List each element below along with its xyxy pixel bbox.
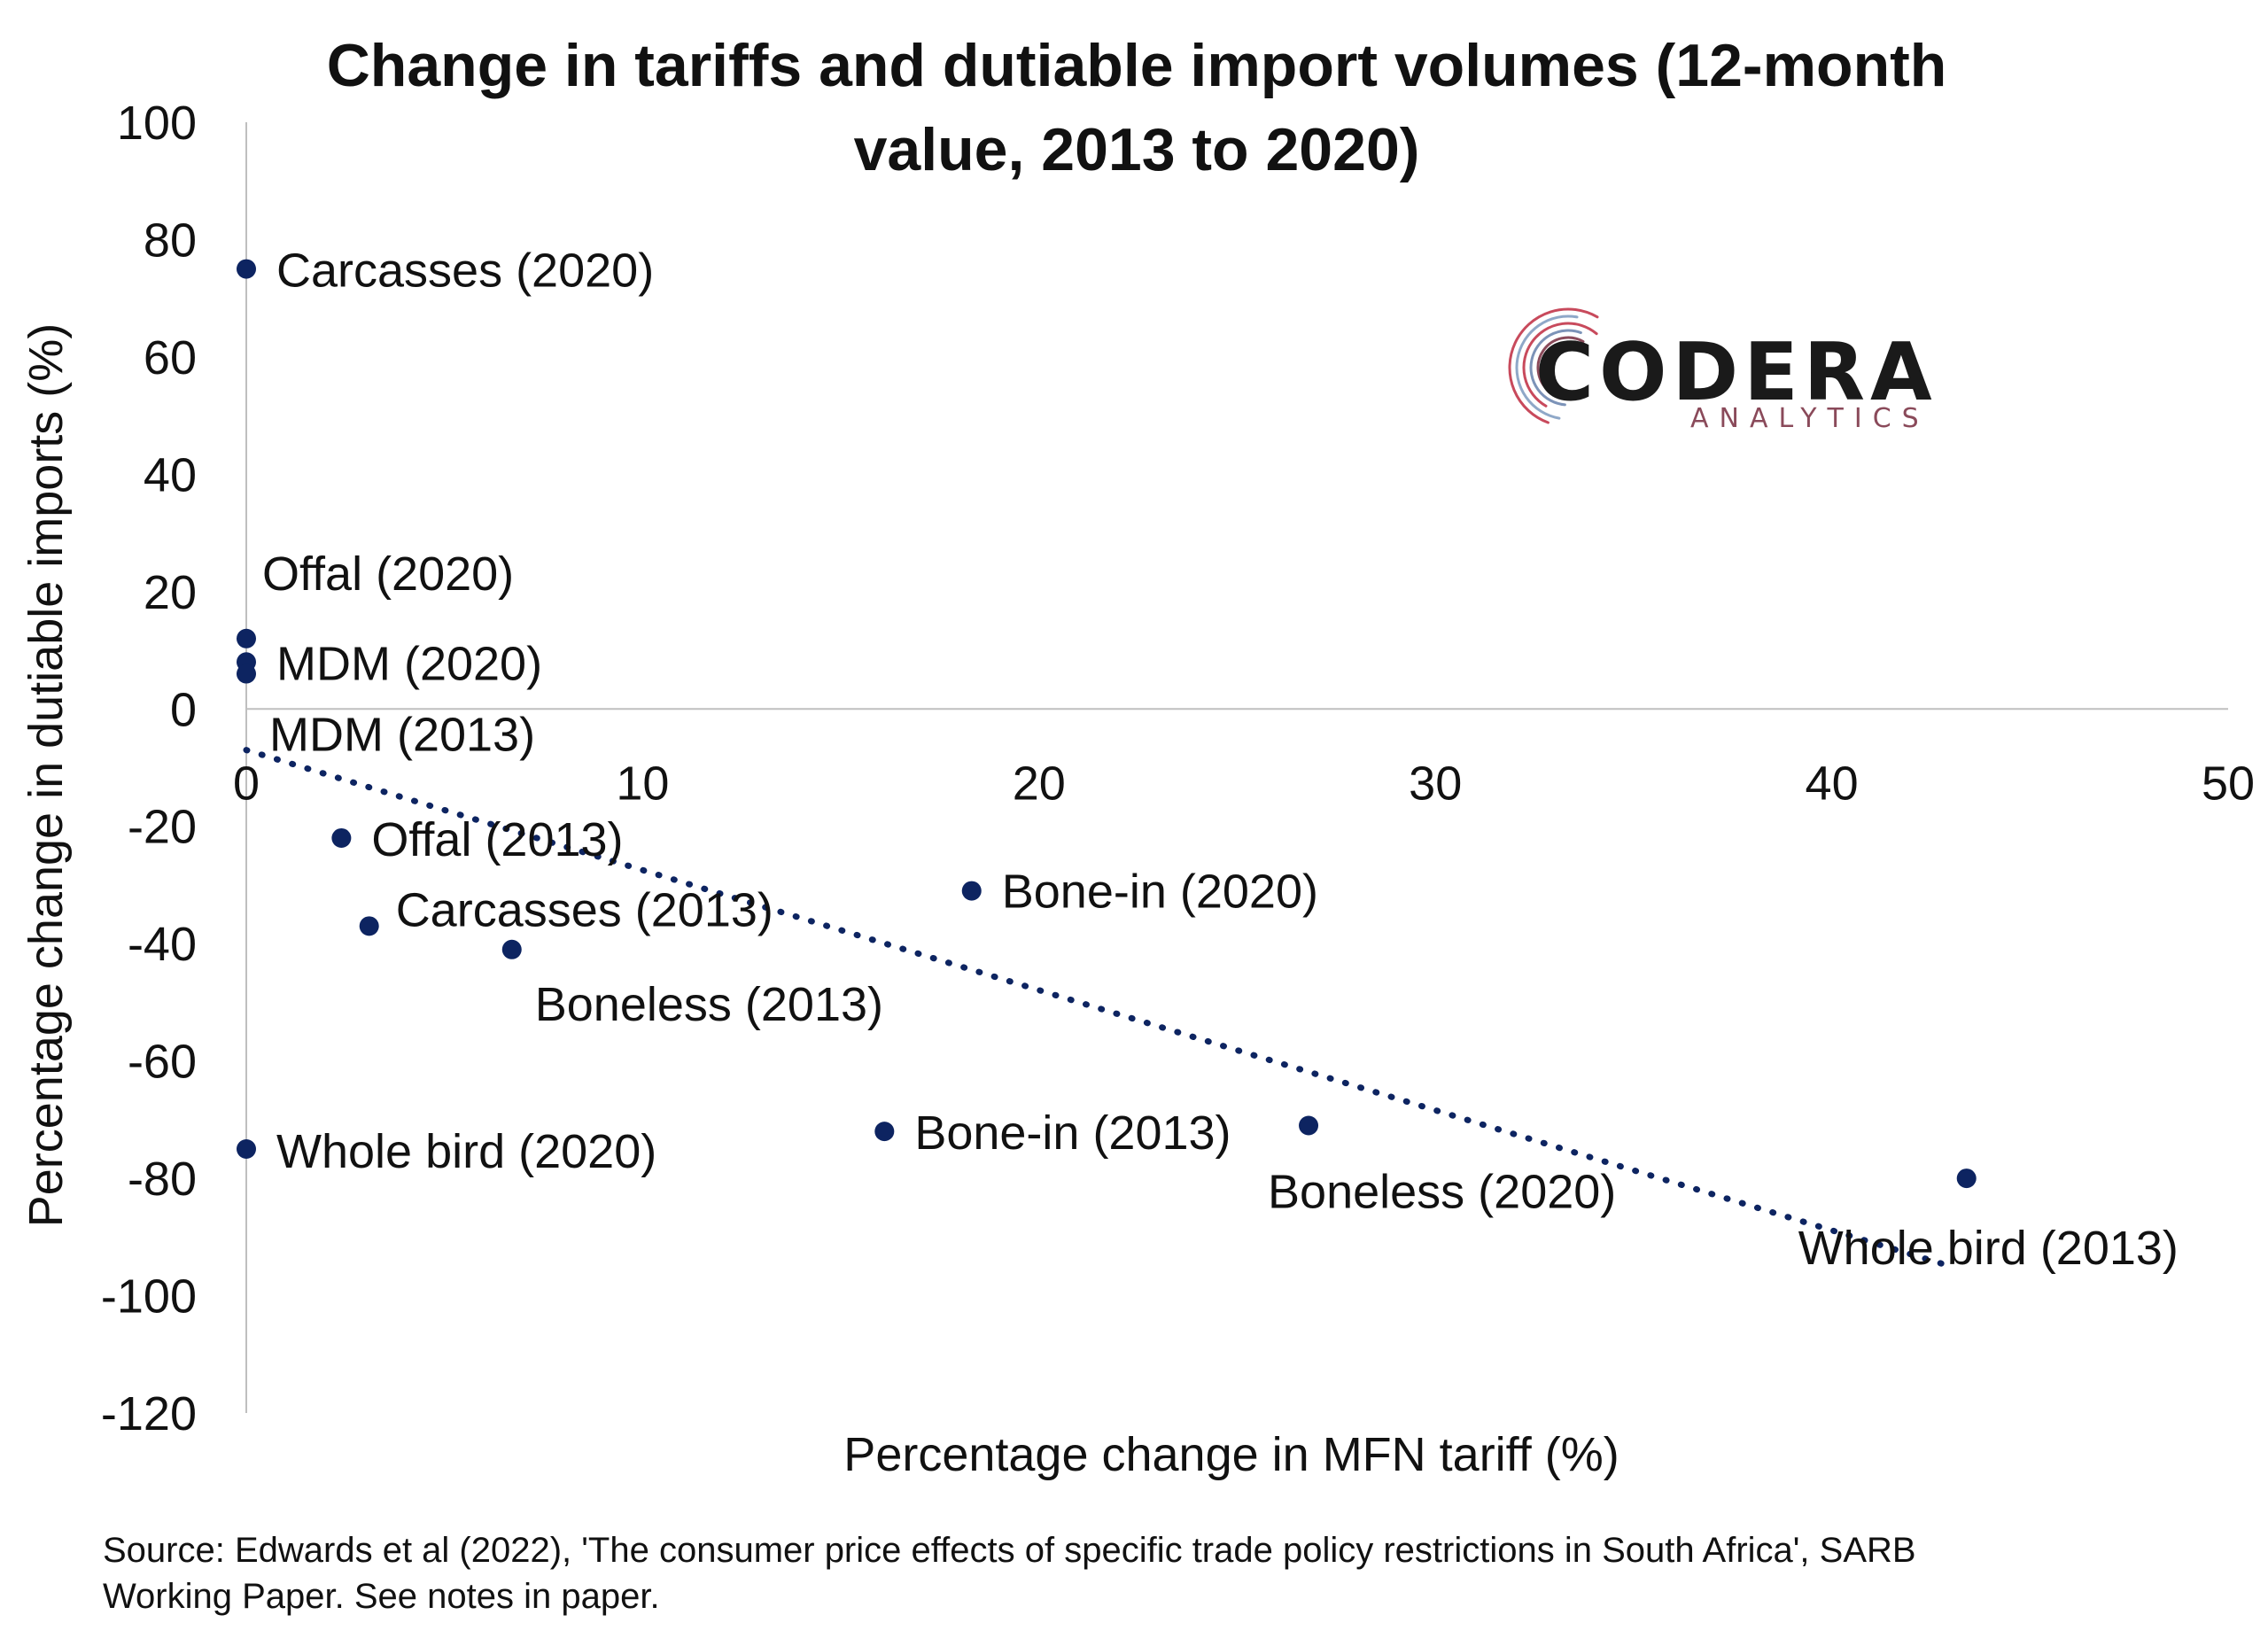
data-point-label: Bone-in (2013) xyxy=(914,1106,1231,1160)
data-point-label: Whole bird (2013) xyxy=(1798,1222,2179,1275)
data-point xyxy=(359,916,379,936)
axes: 100 80 60 40 20 0 -20 -40 -60 -80 -100 -120 0 10 20 30 4… xyxy=(101,97,2255,1440)
y-tick-label: 80 xyxy=(144,214,197,267)
data-point-label: Boneless (2020) xyxy=(1268,1165,1616,1218)
y-tick-label: -80 xyxy=(128,1153,197,1206)
logo-arc xyxy=(1515,314,1579,420)
data-point xyxy=(1956,1169,1977,1189)
y-tick-label: 20 xyxy=(144,566,197,619)
data-point xyxy=(237,664,256,684)
data-point-label: MDM (2020) xyxy=(276,637,542,690)
y-tick-label: -100 xyxy=(101,1270,197,1324)
logo-arc xyxy=(1508,307,1599,424)
source-note: Source: Edwards et al (2022), 'The consu… xyxy=(103,1531,1916,1616)
data-point xyxy=(1299,1115,1319,1136)
data-point-label: MDM (2013) xyxy=(269,709,535,762)
logo-arc xyxy=(1522,322,1598,408)
data-point-label: Offal (2013) xyxy=(371,813,623,866)
codera-logo: CODERA ANALYTICS xyxy=(1508,307,1938,434)
data-point-label: Bone-in (2020) xyxy=(1002,866,1318,919)
trendline-path xyxy=(243,747,1954,1269)
logo-name: CODERA xyxy=(1535,326,1938,419)
y-tick-label: 100 xyxy=(117,97,197,150)
source-line-2: Working Paper. See notes in paper. xyxy=(103,1577,660,1616)
y-tick-label: 60 xyxy=(144,331,197,384)
data-point-label: Offal (2020) xyxy=(262,547,514,601)
data-point xyxy=(237,628,256,648)
data-point-label: Carcasses (2013) xyxy=(396,883,773,936)
logo-arc xyxy=(1536,336,1585,392)
data-point-label: Whole bird (2020) xyxy=(276,1125,656,1178)
x-axis-label: Percentage change in MFN tariff (%) xyxy=(843,1428,1619,1481)
y-tick-label: 0 xyxy=(170,683,197,736)
logo-subtitle: ANALYTICS xyxy=(1690,403,1930,434)
x-tick-label: 0 xyxy=(233,757,260,810)
data-point xyxy=(874,1122,895,1142)
chart-title-line-2: value, 2013 to 2020) xyxy=(854,116,1420,183)
y-axis-label: Percentage change in dutiable imports (%… xyxy=(19,323,73,1228)
data-point xyxy=(331,827,352,848)
logo-arc xyxy=(1529,329,1582,407)
y-tick-label: -120 xyxy=(101,1387,197,1440)
x-tick-label: 20 xyxy=(1013,757,1066,810)
y-tick-label: -60 xyxy=(128,1036,197,1089)
logo-mark-icon xyxy=(1508,307,1599,424)
x-tick-label: 40 xyxy=(1806,757,1859,810)
logo-arc xyxy=(1543,343,1570,392)
x-tick-label: 30 xyxy=(1409,757,1462,810)
data-point xyxy=(237,1138,256,1159)
data-point xyxy=(237,259,256,279)
y-tick-label: -20 xyxy=(128,801,197,854)
data-point xyxy=(961,881,982,901)
x-tick-label: 50 xyxy=(2202,757,2255,810)
data-point-label: Carcasses (2020) xyxy=(276,245,654,298)
x-tick-label: 10 xyxy=(616,757,669,810)
point-labels: Carcasses (2020) Offal (2020) MDM (2020) MD… xyxy=(262,245,2179,1276)
y-tick-label: -40 xyxy=(128,918,197,971)
chart-title-line-1: Change in tariffs and dutiable import vo… xyxy=(327,32,1947,99)
chart-title: Change in tariffs and dutiable import vo… xyxy=(327,32,1947,183)
y-tick-label: 40 xyxy=(144,448,197,501)
data-point xyxy=(501,939,522,959)
trendline xyxy=(243,747,1954,1269)
source-line-1: Source: Edwards et al (2022), 'The consu… xyxy=(103,1531,1916,1570)
data-points xyxy=(237,259,1977,1189)
data-point-label: Boneless (2013) xyxy=(535,978,883,1031)
